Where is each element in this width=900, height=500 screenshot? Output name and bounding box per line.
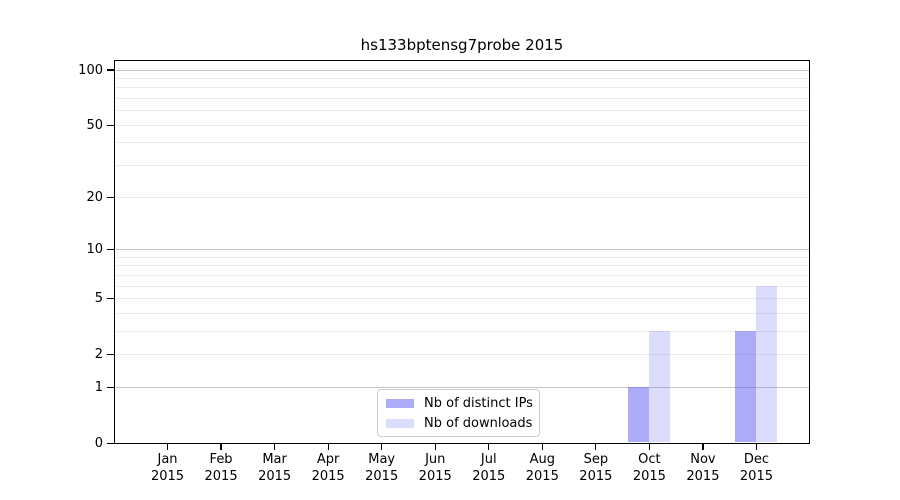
x-tick	[702, 444, 704, 450]
legend-label-downloads: Nb of downloads	[424, 415, 533, 431]
x-tick	[220, 444, 222, 450]
y-tick	[107, 248, 114, 251]
y-tick	[107, 196, 114, 198]
y-minor-gridline	[115, 312, 809, 314]
y-tick-label: 0	[94, 436, 103, 451]
bar-downloads-dec	[756, 286, 778, 443]
y-tick	[107, 297, 114, 300]
legend: Nb of distinct IPs Nb of downloads	[377, 389, 540, 437]
x-tick	[488, 444, 490, 450]
y-minor-gridline	[115, 297, 809, 299]
y-minor-gridline	[115, 110, 809, 112]
x-tick-label: Jan 2015	[150, 452, 185, 484]
x-tick-label: Jul 2015	[472, 452, 506, 484]
y-minor-gridline	[115, 124, 809, 126]
y-major-gridline	[115, 386, 809, 388]
x-tick-label: Nov 2015	[686, 452, 720, 484]
bar-distinct-ips-oct	[628, 387, 650, 443]
y-tick-label: 50	[86, 117, 103, 133]
x-tick	[327, 444, 329, 450]
y-minor-gridline	[115, 196, 809, 198]
legend-swatch-distinct-ips	[386, 398, 414, 408]
y-major-gridline	[115, 69, 809, 71]
x-tick-label: Feb 2015	[204, 452, 238, 484]
bar-downloads-oct	[649, 331, 671, 443]
y-minor-gridline	[115, 265, 809, 267]
x-tick	[595, 444, 597, 450]
x-tick-label: Aug 2015	[525, 452, 559, 484]
y-tick	[107, 69, 114, 71]
y-minor-gridline	[115, 142, 809, 144]
y-minor-gridline	[115, 330, 809, 332]
y-tick-label: 10	[86, 241, 103, 257]
x-tick	[166, 444, 169, 450]
y-minor-gridline	[115, 98, 809, 100]
legend-item-distinct-ips: Nb of distinct IPs	[378, 395, 539, 412]
x-tick-label: May 2015	[365, 452, 399, 484]
y-tick-label: 2	[94, 347, 103, 363]
x-tick-label: Sep 2015	[579, 452, 613, 484]
y-tick-label: 20	[86, 189, 103, 205]
x-tick-label: Apr 2015	[311, 452, 345, 484]
y-tick-label: 5	[94, 290, 103, 306]
x-tick	[541, 444, 543, 450]
x-tick	[755, 444, 758, 450]
y-tick	[107, 353, 114, 356]
y-major-gridline	[115, 248, 809, 250]
bar-distinct-ips-dec	[735, 331, 757, 443]
y-minor-gridline	[115, 77, 809, 79]
y-minor-gridline	[115, 87, 809, 89]
y-tick	[107, 386, 114, 388]
x-tick	[274, 444, 276, 450]
y-minor-gridline	[115, 256, 809, 258]
x-tick	[434, 444, 436, 450]
x-tick-label: Mar 2015	[258, 452, 292, 484]
x-tick	[648, 444, 650, 450]
y-tick	[107, 442, 114, 445]
x-tick-label: Jun 2015	[418, 452, 452, 484]
x-tick-label: Dec 2015	[739, 452, 773, 484]
legend-label-distinct-ips: Nb of distinct IPs	[424, 395, 533, 411]
x-tick-label: Oct 2015	[632, 452, 666, 484]
y-minor-gridline	[115, 274, 809, 276]
y-tick-label: 1	[94, 379, 103, 395]
legend-item-downloads: Nb of downloads	[378, 415, 539, 432]
y-tick	[107, 124, 114, 126]
chart-title: hs133bptensg7probe 2015	[360, 36, 564, 54]
y-minor-gridline	[115, 354, 809, 356]
y-tick-label: 100	[78, 62, 103, 78]
y-minor-gridline	[115, 165, 809, 167]
y-minor-gridline	[115, 285, 809, 287]
legend-swatch-downloads	[386, 418, 414, 428]
x-tick	[381, 444, 383, 450]
